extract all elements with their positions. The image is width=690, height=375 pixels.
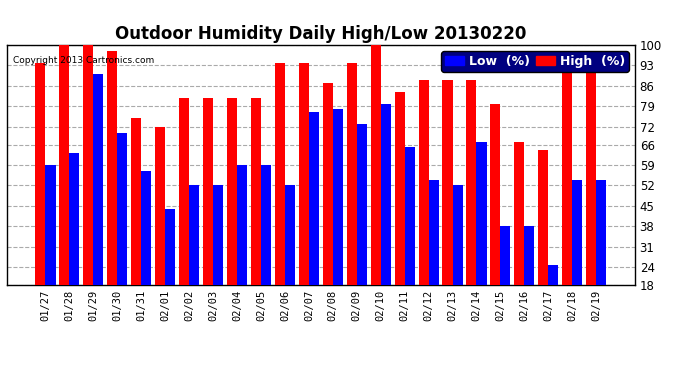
Bar — [477, 142, 486, 285]
Bar — [596, 180, 607, 285]
Bar — [70, 153, 79, 285]
Bar — [309, 112, 319, 285]
Bar — [93, 74, 104, 285]
Bar — [371, 45, 381, 285]
Bar — [466, 80, 477, 285]
Bar — [346, 63, 357, 285]
Bar — [442, 80, 453, 285]
Bar — [404, 147, 415, 285]
Bar — [428, 180, 439, 285]
Bar — [381, 104, 391, 285]
Bar — [453, 186, 462, 285]
Bar — [275, 63, 285, 285]
Bar — [419, 80, 428, 285]
Bar — [572, 180, 582, 285]
Bar — [261, 165, 271, 285]
Bar — [179, 98, 189, 285]
Bar — [155, 127, 165, 285]
Bar — [538, 150, 549, 285]
Bar — [357, 124, 367, 285]
Bar — [299, 63, 309, 285]
Bar — [83, 45, 93, 285]
Bar — [285, 186, 295, 285]
Bar — [237, 165, 247, 285]
Legend: Low  (%), High  (%): Low (%), High (%) — [441, 51, 629, 72]
Title: Outdoor Humidity Daily High/Low 20130220: Outdoor Humidity Daily High/Low 20130220 — [115, 26, 526, 44]
Bar — [586, 71, 596, 285]
Bar — [395, 92, 404, 285]
Bar — [333, 110, 343, 285]
Bar — [323, 83, 333, 285]
Bar — [251, 98, 261, 285]
Bar — [35, 63, 46, 285]
Bar — [107, 51, 117, 285]
Bar — [141, 171, 151, 285]
Bar — [59, 45, 70, 285]
Bar — [549, 264, 558, 285]
Bar — [227, 98, 237, 285]
Bar — [500, 226, 511, 285]
Bar — [213, 186, 223, 285]
Bar — [189, 186, 199, 285]
Bar — [117, 133, 128, 285]
Bar — [165, 209, 175, 285]
Bar — [514, 142, 524, 285]
Bar — [203, 98, 213, 285]
Bar — [491, 104, 500, 285]
Bar — [131, 118, 141, 285]
Bar — [562, 66, 572, 285]
Bar — [46, 165, 56, 285]
Bar — [524, 226, 535, 285]
Text: Copyright 2013 Cartronics.com: Copyright 2013 Cartronics.com — [13, 56, 155, 65]
